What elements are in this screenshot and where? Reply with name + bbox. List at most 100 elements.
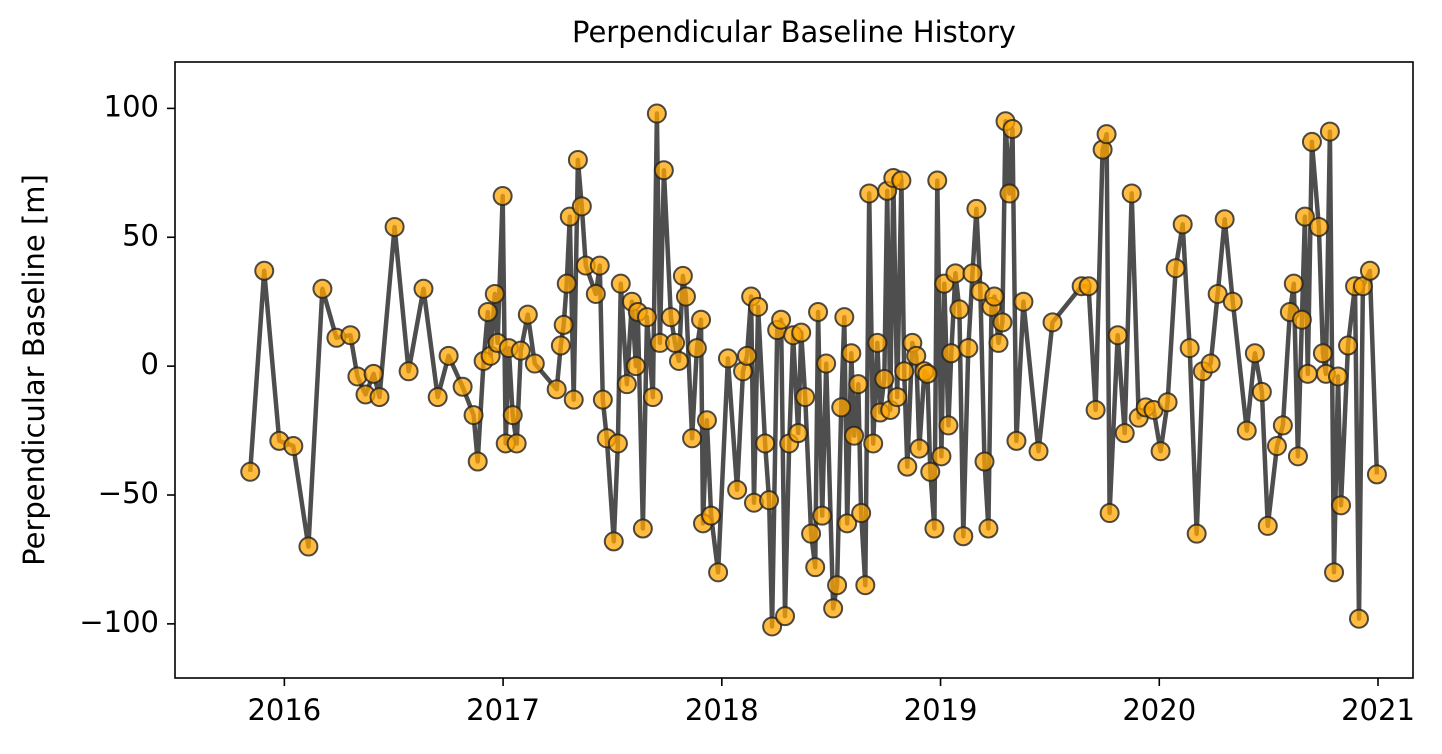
data-point	[999, 183, 1020, 204]
data-point	[517, 304, 538, 325]
data-point	[1331, 495, 1352, 516]
data-point	[894, 361, 915, 382]
data-point	[1301, 131, 1322, 152]
data-point	[1291, 309, 1312, 330]
data-point	[1327, 366, 1348, 387]
data-point	[748, 296, 769, 317]
data-point	[603, 531, 624, 552]
data-point	[492, 186, 513, 207]
data-point	[369, 387, 390, 408]
data-point	[607, 433, 628, 454]
data-point	[801, 523, 822, 544]
y-tick-label: −100	[79, 605, 159, 639]
data-point	[831, 397, 852, 418]
data-point	[672, 265, 693, 286]
data-point	[1359, 260, 1380, 281]
data-point	[920, 461, 941, 482]
data-point	[625, 356, 646, 377]
data-point	[363, 363, 384, 384]
data-point	[660, 307, 681, 328]
data-point	[589, 255, 610, 276]
data-point	[863, 433, 884, 454]
data-point	[755, 433, 776, 454]
data-point	[844, 425, 865, 446]
data-point	[992, 312, 1013, 333]
data-point	[632, 518, 653, 539]
data-point	[855, 575, 876, 596]
data-point	[668, 350, 689, 371]
data-point	[510, 340, 531, 361]
data-point	[1366, 464, 1387, 485]
data-point	[1257, 515, 1278, 536]
data-point	[1312, 343, 1333, 364]
x-tick-label: 2021	[1341, 693, 1415, 727]
data-point	[1042, 312, 1063, 333]
data-point	[546, 379, 567, 400]
data-point	[1319, 121, 1340, 142]
data-point	[978, 518, 999, 539]
data-point	[1150, 441, 1171, 462]
y-tick-label: 50	[122, 218, 159, 252]
data-point	[906, 345, 927, 366]
data-point	[938, 415, 959, 436]
data-point	[1348, 608, 1369, 629]
data-point	[1006, 430, 1027, 451]
data-point	[1266, 436, 1287, 457]
data-point	[717, 348, 738, 369]
data-point	[962, 263, 983, 284]
data-point	[616, 374, 637, 395]
data-point	[556, 273, 577, 294]
data-point	[1013, 291, 1034, 312]
data-point	[563, 389, 584, 410]
data-point	[347, 366, 368, 387]
data-point	[1214, 209, 1235, 230]
chart-title: Perpendicular Baseline History	[572, 15, 1016, 49]
data-point	[254, 260, 275, 281]
data-point	[585, 283, 606, 304]
data-point	[1200, 353, 1221, 374]
x-tick-label: 2017	[466, 693, 540, 727]
data-point	[646, 103, 667, 124]
data-point	[1165, 258, 1186, 279]
data-point	[502, 405, 523, 426]
data-point	[592, 389, 613, 410]
data-point	[413, 278, 434, 299]
data-point	[762, 616, 783, 637]
data-point	[1078, 276, 1099, 297]
data-point	[1222, 291, 1243, 312]
data-point	[1324, 562, 1345, 583]
data-point	[927, 170, 948, 191]
data-point	[467, 451, 488, 472]
data-point	[550, 335, 571, 356]
y-tick-label: 0	[141, 347, 159, 381]
data-point	[506, 433, 527, 454]
data-point	[438, 345, 459, 366]
data-point	[1028, 441, 1049, 462]
data-point	[637, 307, 658, 328]
data-point	[848, 374, 869, 395]
data-point	[1308, 216, 1329, 237]
data-point	[1121, 183, 1142, 204]
data-point	[283, 436, 304, 457]
data-point	[727, 479, 748, 500]
y-tick-label: 100	[104, 89, 159, 123]
data-point	[909, 438, 930, 459]
data-point	[1272, 415, 1293, 436]
data-point	[1002, 119, 1023, 140]
data-point	[691, 309, 712, 330]
data-point	[340, 325, 361, 346]
data-point	[1236, 420, 1257, 441]
data-point	[924, 518, 945, 539]
data-point	[1244, 343, 1265, 364]
data-point	[1179, 338, 1200, 359]
data-point	[812, 505, 833, 526]
data-point	[795, 387, 816, 408]
data-point	[874, 369, 895, 390]
data-point	[484, 283, 505, 304]
data-point	[1297, 363, 1318, 384]
data-point	[477, 302, 498, 323]
data-point	[808, 302, 829, 323]
data-point	[887, 387, 908, 408]
x-tick-label: 2020	[1122, 693, 1196, 727]
data-point	[696, 410, 717, 431]
